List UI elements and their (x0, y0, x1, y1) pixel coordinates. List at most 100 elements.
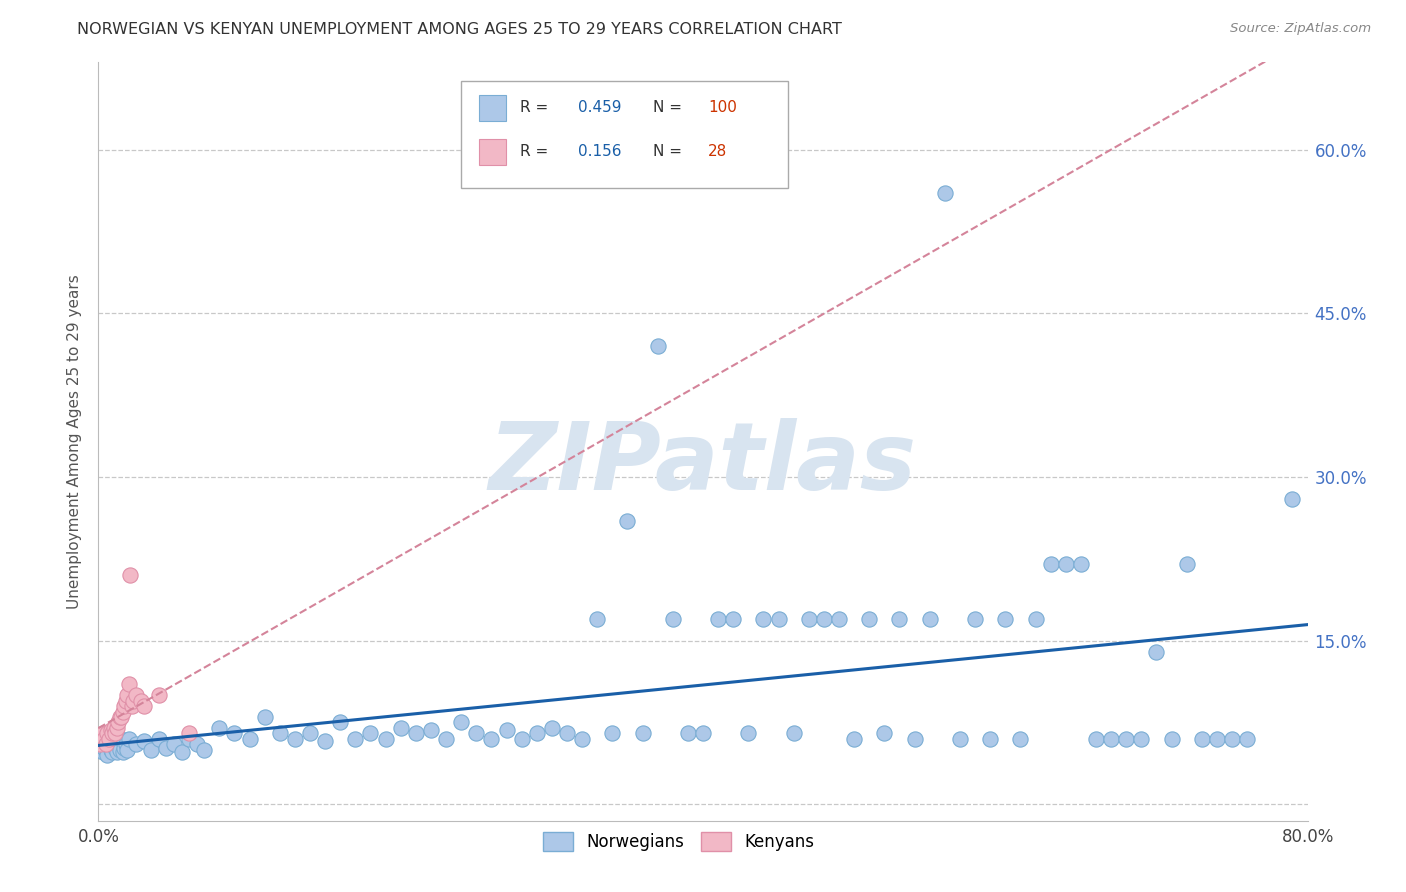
Point (934, 186, 956, 201)
Point (179, 731, 201, 746)
Text: R =: R = (520, 145, 554, 160)
Point (768, 612, 790, 626)
Point (193, 743, 215, 757)
Point (89, 743, 111, 757)
Point (344, 731, 367, 746)
Point (873, 726, 896, 740)
Point (114, 693, 136, 707)
Point (889, 612, 911, 626)
Point (107, 737, 129, 751)
Point (918, 612, 941, 626)
Point (1039, 558, 1062, 572)
Point (858, 612, 880, 626)
Point (1024, 612, 1046, 626)
Point (141, 743, 163, 757)
Point (813, 612, 835, 626)
Point (631, 726, 654, 740)
Point (121, 699, 143, 714)
Point (949, 731, 972, 746)
Point (602, 726, 624, 740)
Point (125, 688, 148, 702)
Point (405, 726, 427, 740)
Point (90, 731, 112, 746)
Point (208, 721, 231, 735)
Point (1206, 731, 1229, 746)
Text: N =: N = (654, 145, 688, 160)
Point (1054, 558, 1077, 572)
Point (89, 737, 111, 751)
Point (994, 612, 1017, 626)
Point (110, 731, 132, 746)
Point (105, 721, 128, 735)
Point (94, 731, 117, 746)
Text: N =: N = (654, 101, 688, 115)
Text: R =: R = (520, 101, 554, 115)
Point (108, 743, 131, 757)
Point (132, 699, 155, 714)
Point (465, 726, 488, 740)
Point (737, 726, 759, 740)
Point (1010, 731, 1032, 746)
Point (104, 726, 127, 740)
Point (253, 710, 276, 724)
Point (1160, 731, 1182, 746)
Point (129, 693, 152, 707)
Point (108, 710, 131, 724)
Point (96, 726, 118, 740)
Point (120, 568, 142, 582)
Point (1236, 731, 1258, 746)
Point (647, 339, 669, 353)
Point (93, 740, 115, 755)
Point (100, 743, 122, 757)
Point (299, 726, 322, 740)
Bar (479, 138, 506, 165)
Point (170, 745, 193, 759)
Point (723, 612, 745, 626)
Point (163, 737, 186, 751)
Point (1191, 731, 1213, 746)
Point (94, 737, 117, 751)
Point (114, 737, 136, 751)
Point (110, 710, 132, 724)
Point (104, 740, 127, 755)
Point (1220, 731, 1243, 746)
Point (284, 731, 307, 746)
Point (100, 723, 122, 737)
Point (269, 726, 291, 740)
Point (132, 734, 155, 748)
Y-axis label: Unemployment Among Ages 25 to 29 years: Unemployment Among Ages 25 to 29 years (67, 274, 83, 609)
Point (111, 745, 134, 759)
Text: Source: ZipAtlas.com: Source: ZipAtlas.com (1230, 22, 1371, 36)
Point (1144, 644, 1167, 658)
Point (103, 736, 125, 750)
Point (155, 740, 177, 755)
Point (844, 731, 866, 746)
Point (692, 726, 714, 740)
Point (118, 731, 141, 746)
Point (91, 745, 114, 759)
Point (752, 612, 775, 626)
Point (1085, 731, 1108, 746)
Point (1281, 491, 1303, 506)
Point (360, 726, 382, 740)
Point (93, 731, 115, 746)
Point (676, 726, 699, 740)
FancyBboxPatch shape (461, 81, 787, 187)
Point (148, 688, 170, 702)
Text: ZIPatlas: ZIPatlas (489, 418, 917, 510)
Point (979, 731, 1001, 746)
Point (1130, 731, 1153, 746)
Point (186, 737, 208, 751)
Text: 28: 28 (707, 145, 727, 160)
Point (103, 721, 125, 735)
Point (179, 726, 201, 740)
Text: 0.459: 0.459 (578, 101, 621, 115)
Text: NORWEGIAN VS KENYAN UNEMPLOYMENT AMONG AGES 25 TO 29 YEARS CORRELATION CHART: NORWEGIAN VS KENYAN UNEMPLOYMENT AMONG A… (77, 22, 842, 37)
Point (707, 612, 730, 626)
Point (481, 731, 503, 746)
Point (314, 734, 336, 748)
Point (125, 737, 148, 751)
Point (239, 731, 262, 746)
Point (1070, 558, 1092, 572)
Point (91, 726, 114, 740)
